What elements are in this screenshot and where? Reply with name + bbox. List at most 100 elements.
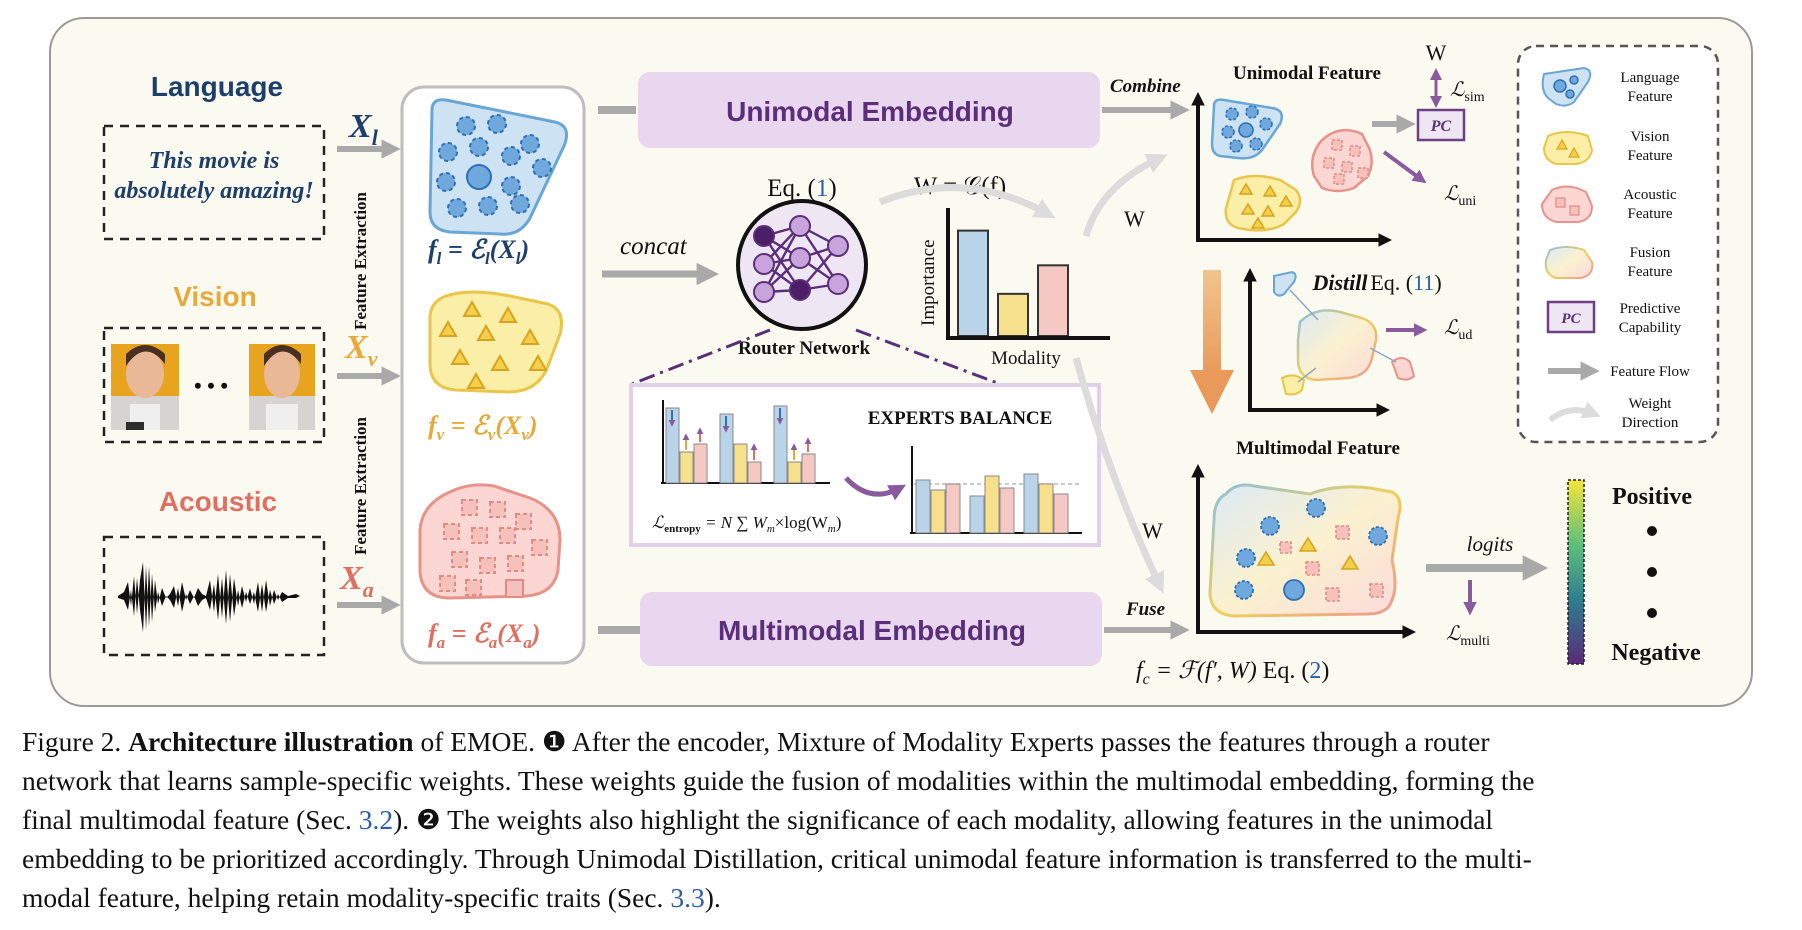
waveform-icon: [118, 562, 300, 632]
importance-bar-3: [1037, 264, 1069, 338]
svg-text:Xv: Xv: [344, 329, 378, 371]
figure-caption: Figure 2. Architecture illustration of E…: [22, 722, 1782, 917]
x-l-label: Xl: [348, 108, 379, 150]
caption-line-3-text-b: ). ❷ The weights also highlight the sign…: [393, 804, 1494, 835]
scale-dot-1: [1647, 526, 1657, 536]
legend-box: [1516, 44, 1720, 444]
f-v-formula: fv = ℰv(Xv): [428, 411, 538, 444]
distill-vision-blob: [1280, 374, 1306, 396]
legend-fusion-swatch: [1544, 246, 1594, 279]
language-input-box: [102, 124, 326, 241]
vision-title: Vision: [173, 281, 257, 312]
f-l-formula: fl = ℰl(Xl): [428, 235, 529, 268]
l-ud-label: ℒud: [1444, 317, 1472, 343]
caption-line-4: embedding to be prioritized accordingly.…: [22, 843, 1532, 874]
unimodal-embedding-box: [638, 72, 1100, 148]
distill-arrow-shaft: [1203, 270, 1221, 374]
weight-to-multimodal-arrow: [1072, 357, 1165, 594]
caption-line-5: modal feature, helping retain modality-s…: [22, 878, 1782, 917]
vision-input-box: [102, 326, 326, 444]
caption-section-ref-2[interactable]: 3.3: [670, 882, 705, 913]
legend-weight-line1: Weight: [1629, 396, 1673, 412]
unimodal-vision-points: [1238, 182, 1294, 229]
legend-fusion-line2: Feature: [1628, 264, 1673, 280]
fuse-label: Fuse: [1125, 599, 1166, 620]
experts-balance-title: EXPERTS BALANCE: [868, 408, 1053, 429]
legend-pc-badge: [1546, 300, 1596, 334]
legend-language-line1: Language: [1620, 70, 1679, 86]
vision-feature-points: [438, 299, 548, 389]
scale-dot-2: [1647, 567, 1657, 577]
sentiment-colorbar: [1567, 479, 1585, 665]
legend-vision-line2: Feature: [1628, 148, 1673, 164]
x-v-label: Xv: [344, 329, 378, 371]
router-eq: Eq. (1): [767, 175, 836, 202]
combine-label: Combine: [1110, 76, 1181, 97]
experts-balance-panel: [629, 383, 1101, 547]
w-lower-label: W: [1142, 518, 1163, 543]
negative-label: Negative: [1611, 640, 1701, 666]
router-network-icon: [736, 199, 868, 331]
distill-eq: Eq. (11): [1370, 270, 1441, 295]
legend-acoustic-line1: Acoustic: [1623, 187, 1677, 203]
weight-to-unimodal-arrow: [1082, 153, 1168, 237]
caption-section-ref-1[interactable]: 3.2: [358, 804, 394, 835]
w-top-label: W: [1426, 40, 1447, 65]
distill-language-blob: [1273, 270, 1297, 297]
unimodal-embedding-label: Unimodal Embedding: [726, 96, 1014, 127]
multimodal-acoustic-points: [1279, 525, 1384, 602]
video-frame-last: [249, 344, 315, 430]
legend-vision-swatch: [1542, 131, 1594, 165]
concat-label: concat: [620, 233, 688, 260]
legend-predictive-line2: Capability: [1619, 320, 1682, 336]
caption-line-2: network that learns sample-specific weig…: [22, 765, 1535, 796]
legend-predictive-line1: Predictive: [1620, 301, 1681, 317]
multimodal-vision-points: [1256, 536, 1360, 570]
fc-formula: fc = ℱ(f′, W) Eq. (2): [1136, 658, 1329, 688]
multimodal-embedding-box: [640, 592, 1102, 666]
importance-bar-2: [997, 292, 1029, 337]
weight-direction-arrow: [878, 184, 1056, 219]
w-pc-link-heads: [1430, 68, 1442, 108]
caption-line-5-text-a: modal feature, helping retain modality-s…: [22, 882, 671, 913]
multimodal-embedding-label: Multimodal Embedding: [718, 615, 1026, 646]
multimodal-feature-title: Multimodal Feature: [1236, 438, 1400, 459]
scale-dot-3: [1647, 608, 1657, 618]
legend-language-swatch: [1541, 66, 1592, 107]
w-upper-label: W: [1124, 206, 1145, 231]
feature-extraction-label-2: Feature Extraction: [351, 416, 370, 555]
legend-language-line2: Feature: [1628, 89, 1673, 105]
l-uni-label: ℒuni: [1444, 183, 1476, 209]
distill-acoustic-blob: [1390, 357, 1416, 381]
positive-label: Positive: [1612, 484, 1692, 510]
entropy-loss-formula: ℒentropy = N ∑ Wm×log(Wm): [652, 513, 841, 535]
video-frame-first: [111, 344, 179, 430]
l-multi-label: ℒmulti: [1446, 623, 1490, 649]
language-feature-points: [436, 114, 552, 218]
legend-weight-direction-arrow: [1548, 401, 1601, 423]
caption-line-5-text-b: ).: [704, 882, 721, 913]
caption-figure-number: Figure 2.: [22, 726, 129, 757]
language-text-line2: absolutely amazing!: [114, 178, 313, 204]
experts-connector-left: [631, 328, 771, 386]
router-network-label: Router Network: [738, 338, 871, 359]
modality-axis-label: Modality: [991, 348, 1061, 369]
svg-text:Xl: Xl: [348, 108, 379, 150]
language-text-line1: This movie is: [149, 148, 280, 174]
pc-badge-label: PC: [1430, 118, 1452, 135]
unimodal-feature-title: Unimodal Feature: [1233, 63, 1381, 84]
distill-links: [1289, 289, 1397, 383]
pc-badge: [1416, 108, 1466, 142]
importance-chart: [946, 208, 1110, 340]
legend-pc-badge-label: PC: [1561, 311, 1581, 327]
caption-bold-title: Architecture illustration: [128, 726, 414, 757]
legend-acoustic-line2: Feature: [1628, 206, 1673, 222]
l-sim-label: ℒsim: [1450, 79, 1485, 105]
legend-feature-flow-label: Feature Flow: [1610, 364, 1690, 380]
logits-label: logits: [1467, 532, 1514, 556]
caption-line-1: Figure 2. Architecture illustration of E…: [22, 722, 1782, 761]
unimodal-acoustic-points: [1323, 139, 1369, 185]
multimodal-language-points: [1234, 498, 1388, 601]
svg-text:Xa: Xa: [339, 560, 374, 602]
